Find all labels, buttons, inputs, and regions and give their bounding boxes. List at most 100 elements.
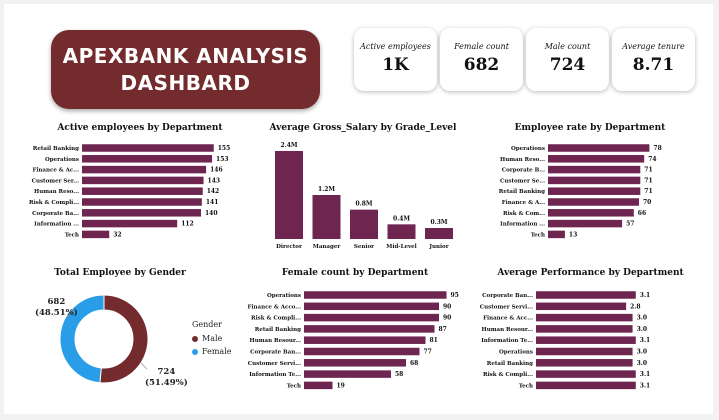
bar	[82, 144, 214, 152]
kpi-value: 682	[463, 55, 500, 75]
category-label: Retail Banking	[487, 361, 533, 367]
category-label: Tech	[531, 232, 545, 238]
category-label: Tech	[519, 383, 533, 389]
bar	[548, 219, 623, 228]
category-label: Finance & A...	[502, 200, 545, 206]
donut-slice-female	[59, 294, 105, 384]
bar	[82, 187, 203, 195]
category-label: Risk & Compli...	[483, 372, 533, 378]
kpi-card-male-count[interactable]: Male count 724	[526, 28, 609, 91]
bar	[548, 209, 634, 217]
donut-slice-male	[99, 294, 149, 384]
category-label: Finance & Acc...	[483, 316, 533, 322]
bar	[548, 198, 639, 206]
bar	[548, 155, 645, 163]
kpi-label: Average tenure	[622, 42, 685, 51]
chart-title-employee-rate: Employee rate by Department	[514, 123, 666, 133]
category-label: Customer Se...	[500, 178, 545, 184]
category-label: Risk & Com...	[503, 211, 545, 217]
category-label: Tech	[287, 383, 301, 389]
category-label: Tech	[65, 232, 79, 238]
category-label: Information ...	[34, 222, 79, 228]
bar	[304, 291, 447, 299]
bar	[82, 198, 202, 206]
bar	[304, 381, 333, 390]
data-label: 3.0	[637, 360, 647, 367]
chart-title-active-by-department: Active employees by Department	[57, 123, 223, 133]
data-label: 140	[205, 210, 218, 217]
kpi-value: 724	[549, 55, 586, 75]
chart-title-female-by-department: Female count by Department	[281, 268, 429, 278]
legend-swatch-female	[192, 348, 198, 355]
legend-item-male[interactable]: Male	[192, 334, 222, 343]
bar	[536, 291, 636, 299]
data-label: 112	[181, 221, 194, 228]
data-label: 153	[216, 156, 229, 163]
data-label: 2.4M	[280, 142, 297, 149]
category-label: Information ...	[500, 222, 545, 228]
data-label: 3.1	[640, 382, 650, 389]
category-label: Retail Banking	[33, 146, 79, 152]
data-label: 90	[443, 315, 451, 322]
bar	[304, 336, 426, 344]
kpi-card-active-employees[interactable]: Active employees 1K	[354, 28, 437, 91]
category-label: Junior	[428, 244, 448, 250]
legend-swatch-male	[192, 335, 198, 342]
bar	[304, 313, 439, 322]
category-label: Manager	[313, 244, 341, 250]
bar	[304, 302, 439, 311]
bar	[536, 325, 633, 333]
dashboard-title-line-1: APEXBANK ANALYSIS	[62, 43, 309, 68]
category-label: Customer Servi...	[248, 361, 301, 367]
bar	[275, 151, 303, 239]
data-label: 2.8	[630, 303, 640, 310]
category-label: Operations	[45, 157, 79, 163]
bar	[425, 228, 453, 239]
category-label: Customer Ser...	[32, 178, 80, 184]
category-label: Retail Banking	[255, 327, 301, 333]
bar	[548, 230, 565, 239]
bar	[304, 325, 435, 333]
bar	[536, 313, 633, 322]
bar	[548, 176, 641, 185]
kpi-value: 8.71	[632, 55, 675, 75]
data-label: 66	[638, 210, 646, 217]
kpi-card-female-count[interactable]: Female count 682	[440, 28, 523, 91]
category-label: Mid-Level	[386, 244, 416, 250]
data-label: 0.8M	[355, 201, 372, 208]
legend-item-female[interactable]: Female	[192, 347, 232, 356]
data-label: 81	[430, 337, 438, 344]
data-label: 0.4M	[393, 215, 410, 222]
kpi-value: 1K	[382, 55, 409, 75]
bar	[548, 144, 650, 152]
dashboard-title-line-2: DASHBARD	[120, 70, 251, 95]
category-label: Risk & Compli...	[251, 316, 301, 322]
bar	[536, 370, 636, 378]
category-label: Corporate Ban...	[482, 293, 533, 299]
category-label: Information Te...	[481, 338, 533, 344]
bar	[536, 336, 636, 344]
bar	[312, 195, 341, 239]
category-label: Corporate Ba...	[32, 211, 79, 217]
pie-label-male-pct: (51.49%)	[145, 378, 188, 388]
category-label: Senior	[354, 244, 374, 250]
data-label: 13	[569, 231, 577, 238]
kpi-card-average-tenure[interactable]: Average tenure 8.71	[612, 28, 695, 91]
bar	[304, 347, 420, 356]
bar	[82, 176, 204, 185]
legend-title: Gender	[192, 320, 222, 329]
data-label: 146	[210, 167, 223, 174]
bar	[350, 209, 378, 239]
data-label: 71	[644, 188, 652, 195]
data-label: 87	[439, 326, 447, 333]
data-label: 71	[644, 177, 652, 184]
kpi-label: Female count	[454, 42, 509, 51]
dashboard-title-banner: APEXBANK ANALYSIS DASHBARD	[51, 30, 320, 109]
category-label: Human Reso...	[500, 157, 545, 163]
